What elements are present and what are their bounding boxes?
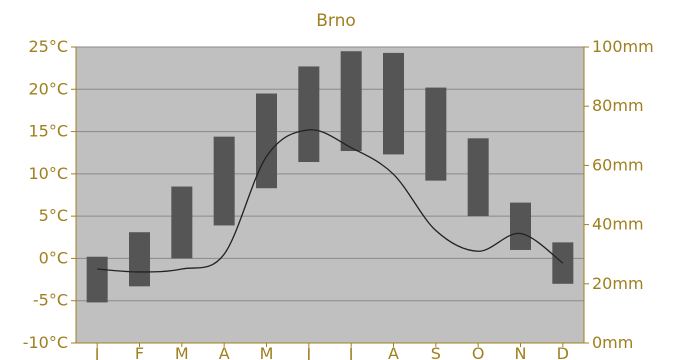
month-label: M bbox=[260, 344, 274, 360]
month-label: J bbox=[305, 344, 311, 360]
month-label: J bbox=[348, 344, 354, 360]
temperature-bar bbox=[129, 232, 150, 287]
temperature-bar bbox=[213, 136, 235, 226]
temperature-bar bbox=[425, 87, 447, 181]
temperature-bar bbox=[340, 51, 362, 152]
temperature-tick-label: -10°C bbox=[23, 333, 68, 352]
month-label: M bbox=[175, 344, 189, 360]
temperature-bar bbox=[86, 256, 108, 303]
month-label: J bbox=[94, 344, 100, 360]
plot-area bbox=[76, 47, 584, 343]
precipitation-tick-label: 80mm bbox=[592, 96, 644, 115]
gridlines bbox=[76, 46, 584, 344]
precipitation-tick-label: 40mm bbox=[592, 215, 644, 234]
temperature-bar bbox=[510, 202, 531, 250]
temperature-bar bbox=[383, 52, 404, 155]
temperature-bars bbox=[86, 51, 574, 303]
temperature-bar bbox=[467, 138, 489, 217]
temperature-bar bbox=[298, 66, 320, 163]
precipitation-axis-ticks: 0mm 20mm 40mm 60mm 80mm 100mm bbox=[584, 37, 654, 352]
month-label: A bbox=[388, 344, 399, 360]
temperature-bar bbox=[171, 186, 193, 259]
temperature-tick-label: 10°C bbox=[28, 164, 68, 183]
temperature-tick-label: 5°C bbox=[39, 206, 68, 225]
precipitation-tick-label: 0mm bbox=[592, 333, 633, 352]
temperature-tick-label: -5°C bbox=[33, 291, 68, 310]
axes bbox=[75, 47, 585, 344]
month-label: D bbox=[557, 344, 569, 360]
month-label: O bbox=[472, 344, 485, 360]
month-label: S bbox=[431, 344, 441, 360]
month-label: F bbox=[135, 344, 144, 360]
temperature-tick-label: 0°C bbox=[39, 248, 68, 267]
precipitation-tick-label: 60mm bbox=[592, 155, 644, 174]
temperature-bar bbox=[256, 93, 277, 189]
temperature-tick-label: 20°C bbox=[28, 79, 68, 98]
chart-title: Brno bbox=[316, 11, 356, 31]
precipitation-tick-label: 100mm bbox=[592, 37, 654, 56]
precipitation-line bbox=[97, 129, 564, 273]
temperature-axis-ticks: -10°C -5°C 0°C 5°C 10°C 15°C 20°C 25°C bbox=[23, 37, 76, 352]
temperature-tick-label: 25°C bbox=[28, 37, 68, 56]
temperature-tick-label: 15°C bbox=[28, 122, 68, 141]
month-label: N bbox=[515, 344, 527, 360]
month-label: A bbox=[219, 344, 230, 360]
precipitation-tick-label: 20mm bbox=[592, 274, 644, 293]
